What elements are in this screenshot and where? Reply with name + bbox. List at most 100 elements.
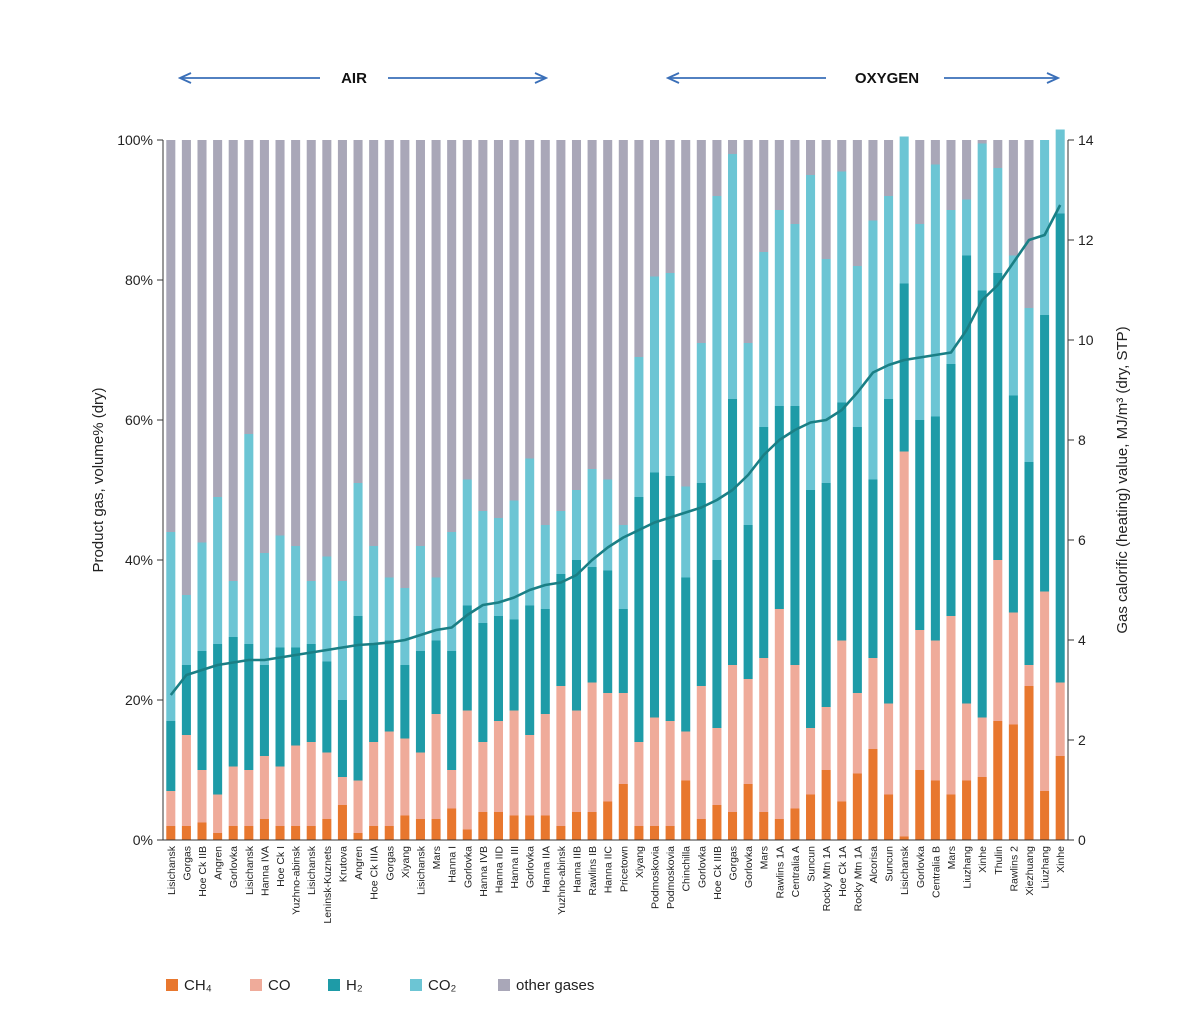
bar-segment-h2 — [759, 427, 769, 658]
bar-segment-co2 — [1024, 308, 1034, 462]
bar-segment-other — [384, 140, 394, 578]
bar-segment-ch4 — [462, 829, 472, 840]
bar-segment-other — [306, 140, 316, 581]
bar-segment-co — [306, 742, 316, 826]
bar-segment-ch4 — [946, 794, 956, 840]
x-tick-label: Rocky Mtn 1A — [821, 846, 833, 911]
bar-segment-h2 — [618, 609, 628, 693]
bar-segment-h2 — [291, 647, 301, 746]
bar-segment-other — [509, 140, 519, 501]
x-tick-label: Liuzhang — [962, 846, 974, 889]
y-tick-label: 0% — [133, 832, 153, 848]
bar-segment-h2 — [431, 640, 441, 714]
bar-segment-other — [369, 140, 379, 546]
bar-segment-other — [774, 140, 784, 210]
bar-segment-co2 — [197, 542, 207, 651]
y-tick-label: 20% — [125, 692, 153, 708]
x-tick-label: Xinhe — [977, 846, 989, 873]
bar-segment-co — [899, 451, 909, 837]
bar-segment-co — [728, 665, 738, 812]
bar-segment-other — [618, 140, 628, 525]
y-tick-label: 100% — [117, 132, 153, 148]
bar-segment-co2 — [213, 497, 223, 644]
bar-segment-ch4 — [1024, 686, 1034, 840]
y-axis-label: Product gas, volume% (dry) — [90, 387, 107, 572]
x-tick-label: Lisichansk — [244, 845, 256, 895]
bar-segment-ch4 — [587, 812, 597, 840]
bar-segment-h2 — [993, 273, 1003, 560]
bar-segment-co — [431, 714, 441, 819]
bar-segment-h2 — [852, 427, 862, 693]
bar-segment-co — [369, 742, 379, 826]
bar-segment-ch4 — [353, 833, 363, 840]
x-tick-label: Hanna III — [509, 846, 521, 889]
y2-tick-label: 6 — [1078, 532, 1086, 548]
x-tick-label: Lisichansk — [416, 845, 428, 895]
bar-segment-co — [806, 728, 816, 795]
bar-segment-ch4 — [665, 826, 675, 840]
bar-segment-other — [478, 140, 488, 511]
legend-label-co: CO — [268, 977, 291, 994]
x-tick-label: Hanna IIB — [572, 846, 584, 893]
bar-segment-h2 — [915, 420, 925, 630]
x-tick-label: Rawlins IB — [587, 846, 599, 896]
bar-segment-h2 — [962, 255, 972, 704]
bar-segment-ch4 — [790, 808, 800, 840]
x-tick-label: Mars — [431, 846, 443, 869]
legend-label-h2: H₂ — [346, 977, 363, 994]
bar-segment-co2 — [837, 171, 847, 403]
bar-segment-other — [821, 140, 831, 259]
bar-segment-ch4 — [306, 826, 316, 840]
bar-segment-co2 — [244, 434, 254, 644]
bar-segment-co — [1055, 682, 1065, 756]
bar-segment-other — [244, 140, 254, 434]
bar-segment-h2 — [228, 637, 238, 767]
bar-segment-h2 — [1040, 315, 1050, 592]
bar-segment-h2 — [493, 616, 503, 721]
bar-segment-h2 — [415, 651, 425, 753]
bar-segment-other — [977, 140, 987, 144]
bar-segment-co2 — [603, 479, 613, 571]
bar-segment-co2 — [774, 210, 784, 406]
y-tick-label: 60% — [125, 412, 153, 428]
bar-segment-h2 — [447, 651, 457, 770]
y2-tick-label: 14 — [1078, 132, 1094, 148]
bar-segment-other — [649, 140, 660, 277]
bar-segment-co2 — [962, 199, 972, 256]
bar-segment-co2 — [478, 511, 488, 623]
bar-segment-co2 — [977, 143, 987, 291]
bar-segment-ch4 — [915, 770, 925, 840]
bar-segment-other — [587, 140, 597, 469]
bar-segment-ch4 — [821, 770, 831, 840]
bar-segment-co2 — [259, 553, 269, 665]
y-axis-ticks: 0% 20% 40% 60% 80% 100% — [117, 132, 163, 848]
bar-segment-other — [275, 140, 285, 536]
bar-segment-co — [259, 756, 269, 819]
bar-segment-co — [353, 780, 363, 833]
oxygen-label: OXYGEN — [855, 70, 919, 87]
y-tick-label: 40% — [125, 552, 153, 568]
bar-segment-co2 — [649, 276, 660, 473]
bar-segment-other — [353, 140, 363, 483]
bar-segment-co2 — [291, 546, 301, 648]
bar-segment-ch4 — [774, 819, 784, 840]
bar-segment-other — [462, 140, 472, 480]
bar-segment-other — [540, 140, 550, 525]
bar-segment-co — [291, 745, 301, 826]
bar-segment-other — [603, 140, 613, 480]
x-tick-label: Lisichansk — [306, 845, 318, 895]
bar-segment-h2 — [400, 665, 410, 739]
x-tick-label: Liuzhang — [1040, 846, 1052, 889]
x-tick-label: Chinchilla — [681, 846, 693, 892]
y2-tick-label: 12 — [1078, 232, 1094, 248]
bar-segment-co2 — [369, 546, 379, 644]
bar-segment-h2 — [665, 476, 675, 721]
bar-segment-co2 — [462, 479, 472, 606]
bar-segment-co2 — [1055, 129, 1065, 214]
bar-segment-h2 — [821, 483, 831, 707]
x-tick-label: Mars — [946, 846, 958, 869]
bar-segment-h2 — [790, 406, 800, 665]
bar-segment-ch4 — [743, 784, 753, 840]
bar-segment-co2 — [571, 490, 582, 560]
bar-segment-h2 — [884, 399, 894, 704]
